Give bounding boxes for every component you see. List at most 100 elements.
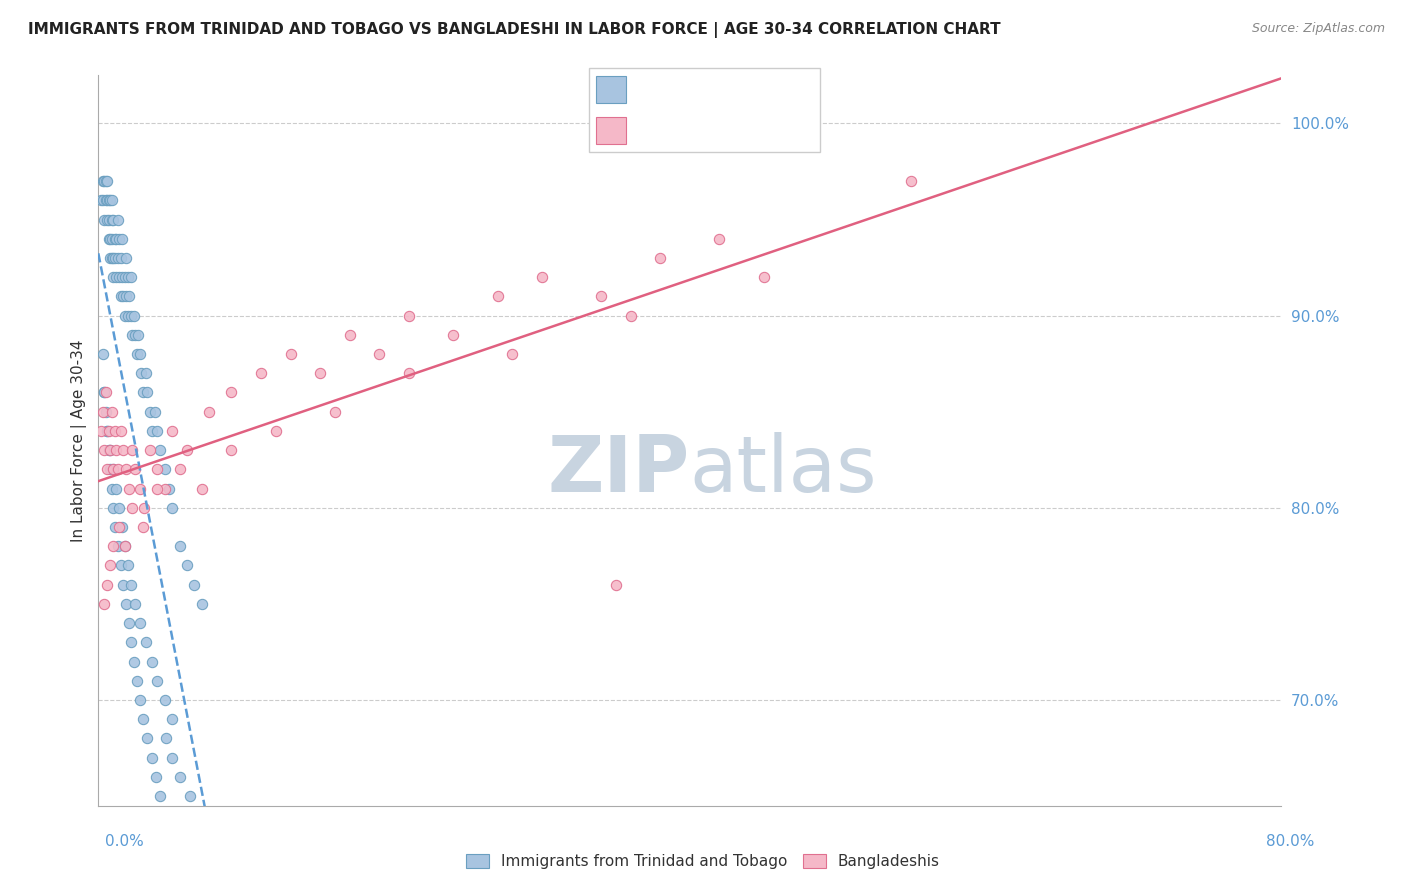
Point (169, 462, 191, 476)
Point (96, 577, 118, 591)
Point (179, 789, 201, 803)
Point (149, 443, 172, 458)
Point (131, 712, 153, 726)
Point (107, 251, 129, 265)
Point (100, 251, 122, 265)
Point (107, 212, 129, 227)
Point (104, 232, 127, 246)
Point (153, 693, 176, 707)
Point (122, 655, 145, 669)
Point (398, 309, 420, 323)
Point (90, 194, 112, 208)
Point (309, 366, 332, 380)
Point (136, 731, 159, 746)
Point (121, 327, 143, 342)
Point (131, 385, 153, 400)
Point (501, 347, 523, 361)
Point (169, 770, 191, 784)
Point (101, 270, 124, 285)
Point (108, 232, 131, 246)
Text: ZIP: ZIP (547, 432, 690, 508)
Point (115, 289, 138, 303)
Point (96, 174, 118, 188)
Point (93, 174, 115, 188)
Point (127, 327, 149, 342)
Point (101, 462, 124, 476)
Point (198, 405, 221, 419)
Point (91, 194, 114, 208)
Point (96, 424, 118, 438)
Point (107, 539, 129, 553)
Point (101, 500, 124, 515)
Point (135, 366, 157, 380)
Point (752, 270, 775, 285)
Point (110, 251, 132, 265)
Point (97, 232, 120, 246)
Point (115, 462, 138, 476)
Point (101, 539, 124, 553)
Point (112, 577, 135, 591)
Point (136, 385, 159, 400)
Point (128, 347, 150, 361)
Point (100, 212, 122, 227)
Point (108, 270, 131, 285)
Point (146, 482, 169, 496)
Text: Source: ZipAtlas.com: Source: ZipAtlas.com (1251, 22, 1385, 36)
Point (114, 270, 136, 285)
Text: 0.0%: 0.0% (105, 834, 145, 849)
Point (100, 232, 122, 246)
Point (139, 405, 162, 419)
Point (264, 424, 287, 438)
Point (98, 462, 121, 476)
Point (191, 482, 214, 496)
Point (176, 443, 198, 458)
Legend: Immigrants from Trinidad and Tobago, Bangladeshis: Immigrants from Trinidad and Tobago, Ban… (460, 847, 946, 875)
Point (124, 462, 146, 476)
Point (141, 655, 163, 669)
Point (124, 327, 146, 342)
Point (90, 424, 112, 438)
Point (125, 347, 148, 361)
Point (101, 462, 124, 476)
Point (108, 500, 131, 515)
Point (146, 424, 169, 438)
Point (93, 597, 115, 611)
Y-axis label: In Labor Force | Age 30-34: In Labor Force | Age 30-34 (72, 339, 87, 541)
Point (128, 482, 150, 496)
Point (111, 520, 134, 534)
Point (114, 539, 136, 553)
Point (112, 443, 135, 458)
Point (120, 635, 142, 649)
Point (117, 309, 139, 323)
Point (589, 289, 612, 303)
Point (183, 577, 205, 591)
Point (176, 558, 198, 573)
Point (94, 385, 117, 400)
Point (128, 616, 150, 631)
Point (93, 443, 115, 458)
Point (398, 366, 420, 380)
Point (145, 770, 167, 784)
Point (97, 194, 120, 208)
Point (650, 251, 672, 265)
Point (98, 232, 121, 246)
Point (149, 789, 172, 803)
Point (110, 558, 132, 573)
Point (221, 443, 243, 458)
Point (141, 750, 163, 764)
Point (98, 251, 121, 265)
Point (104, 251, 127, 265)
Point (368, 347, 391, 361)
Point (91, 347, 114, 361)
Point (112, 289, 135, 303)
Point (146, 673, 169, 688)
Point (111, 232, 134, 246)
Point (323, 405, 346, 419)
Point (250, 366, 273, 380)
Point (93, 212, 115, 227)
Point (97, 424, 120, 438)
Point (709, 232, 731, 246)
Point (221, 385, 243, 400)
Point (93, 385, 115, 400)
Point (122, 309, 145, 323)
